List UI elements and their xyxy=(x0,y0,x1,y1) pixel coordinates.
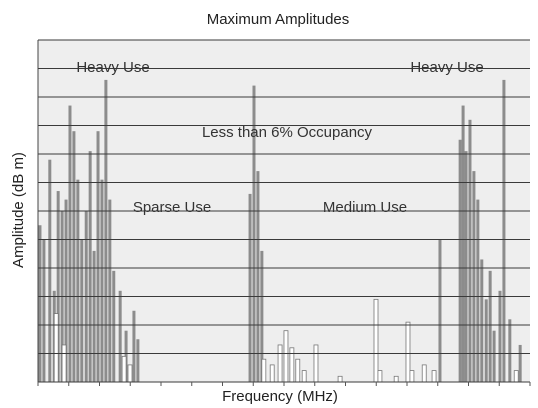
bar xyxy=(492,330,496,382)
bar xyxy=(508,319,512,382)
bar xyxy=(480,259,484,382)
bar xyxy=(377,370,383,383)
bar xyxy=(458,139,462,382)
bar xyxy=(409,370,415,383)
bar xyxy=(53,313,59,383)
bar xyxy=(56,191,60,382)
bar xyxy=(421,364,427,383)
bar xyxy=(68,105,72,383)
bar xyxy=(61,344,67,383)
bar xyxy=(100,179,104,382)
bar xyxy=(373,298,379,383)
bar xyxy=(468,119,472,383)
bar xyxy=(518,344,522,382)
annotation: Less than 6% Occupancy xyxy=(202,124,373,141)
bar xyxy=(260,250,264,382)
x-axis-label: Frequency (MHz) xyxy=(222,388,338,405)
y-axis-label: Amplitude (dB m) xyxy=(10,152,27,268)
bar xyxy=(301,370,307,383)
bar xyxy=(431,370,437,383)
bar xyxy=(313,344,319,383)
bar xyxy=(405,321,411,383)
bar xyxy=(277,344,283,383)
bar xyxy=(337,375,343,383)
bar xyxy=(472,171,476,382)
bar xyxy=(488,270,492,382)
bar xyxy=(513,370,519,383)
bar xyxy=(80,239,84,382)
bar xyxy=(461,105,465,383)
bar xyxy=(498,290,502,382)
bar xyxy=(72,131,76,382)
bar xyxy=(76,179,80,382)
bar xyxy=(121,355,127,383)
bar xyxy=(42,239,46,382)
bar xyxy=(484,299,488,382)
bar xyxy=(476,199,480,382)
bar xyxy=(96,131,100,382)
bar xyxy=(64,199,68,382)
bar xyxy=(261,358,267,383)
bar xyxy=(256,171,260,382)
bar xyxy=(92,250,96,382)
bar xyxy=(127,364,133,383)
bar xyxy=(48,159,52,382)
bar xyxy=(502,79,506,383)
chart-title: Maximum Amplitudes xyxy=(207,11,350,28)
bar xyxy=(112,270,116,382)
bar xyxy=(438,239,442,382)
bar xyxy=(269,364,275,383)
bar xyxy=(104,79,108,383)
bar xyxy=(88,151,92,382)
bar xyxy=(132,310,136,382)
bar xyxy=(136,339,140,382)
bar xyxy=(464,151,468,382)
annotation: Medium Use xyxy=(323,199,407,216)
annotation: Heavy Use xyxy=(76,59,149,76)
bar xyxy=(248,193,252,382)
bar xyxy=(252,85,256,382)
bar xyxy=(283,330,289,383)
bar xyxy=(118,290,122,382)
bar xyxy=(393,375,399,383)
annotation: Sparse Use xyxy=(133,199,211,216)
bar xyxy=(295,358,301,383)
bar xyxy=(289,347,295,383)
bar xyxy=(38,225,42,382)
bar xyxy=(108,199,112,382)
annotation: Heavy Use xyxy=(410,59,483,76)
